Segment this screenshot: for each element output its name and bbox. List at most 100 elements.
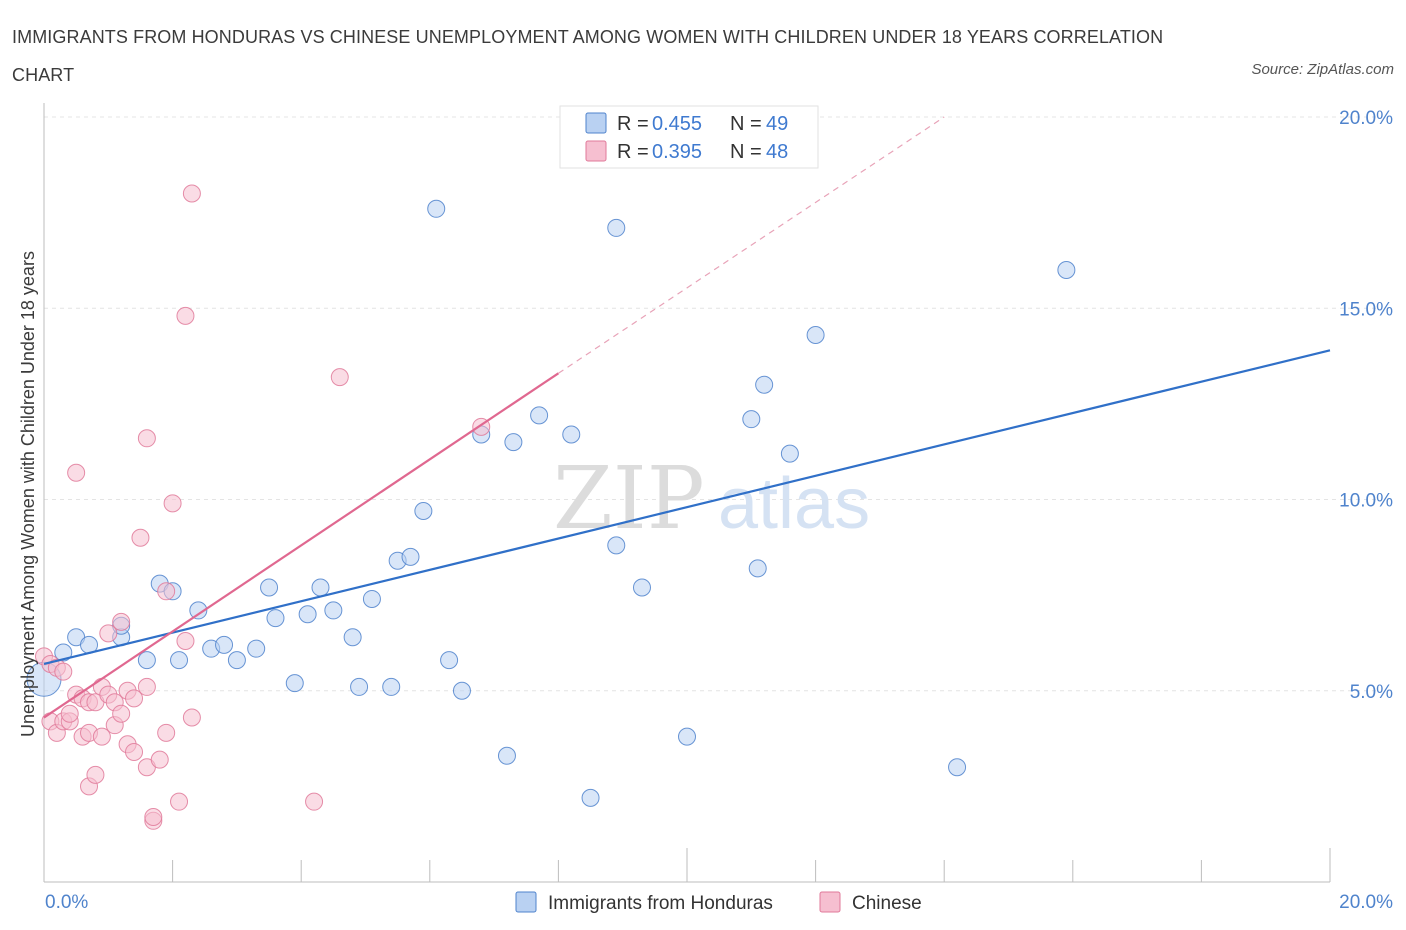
honduras-point-43 [755,375,774,394]
chinese-point-28 [125,742,144,761]
stats-blue-swatch [585,112,607,134]
honduras-point-17 [285,674,304,693]
chart-title: IMMIGRANTS FROM HONDURAS VS CHINESE UNEM… [12,27,1164,85]
axes [43,103,1331,883]
legend-blue-label: Immigrants from Honduras [548,893,773,914]
stats-blue-n-value: 49 [766,113,788,135]
watermark-zip: ZIP [553,449,705,549]
honduras-point-1 [54,643,73,662]
chinese-point-39 [163,494,182,513]
honduras-point-35 [562,425,581,444]
stats-box: R = 0.455 N = 49 R = 0.395 N = 48 [559,105,819,169]
chinese-point-31 [137,429,156,448]
legend-pink-label: Chinese [852,893,922,914]
honduras-point-47 [1057,261,1076,279]
chinese-point-42 [176,306,195,325]
legend: Immigrants from Honduras Chinese [515,891,922,914]
stats-pink-r-label: R = [617,141,649,163]
data-points [26,184,1076,830]
honduras-point-18 [298,605,317,624]
chinese-point-36 [150,750,169,769]
honduras-point-21 [343,628,362,647]
honduras-point-38 [607,218,626,237]
honduras-point-44 [780,444,799,463]
chinese-point-46 [330,368,349,387]
honduras-point-13 [227,651,246,670]
honduras-point-37 [607,536,626,555]
stats-blue-r-label: R = [617,113,649,135]
chinese-point-19 [92,727,111,746]
stats-blue-n-label: N = [730,113,762,135]
honduras-point-42 [748,559,767,578]
chinese-point-24 [112,704,131,723]
chinese-point-45 [305,792,324,811]
honduras-point-28 [427,199,446,218]
y-tick-label-3: 20.0% [1339,108,1393,129]
honduras-point-20 [324,601,343,620]
chinese-trendline-extension [558,116,945,374]
honduras-point-46 [948,758,967,777]
chinese-point-43 [182,708,201,727]
stats-pink-swatch [585,140,607,162]
legend-blue-swatch [515,891,537,913]
watermark: ZIP atlas [553,449,870,549]
stats-pink-n-value: 48 [766,141,788,163]
trendlines [43,116,1331,719]
honduras-point-14 [247,639,266,658]
honduras-point-30 [452,681,471,700]
honduras-point-40 [678,727,696,746]
y-axis-label: Unemployment Among Women with Children U… [18,251,38,737]
chinese-point-8 [60,704,79,723]
honduras-point-6 [137,651,156,670]
legend-pink-swatch [819,891,841,913]
honduras-point-33 [504,433,523,452]
chinese-point-16 [86,765,105,784]
honduras-point-15 [260,578,279,597]
chinese-point-30 [131,528,150,547]
honduras-point-22 [350,677,369,696]
honduras-point-12 [215,635,234,654]
honduras-point-45 [806,326,825,345]
y-tick-label-2: 15.0% [1339,299,1393,320]
honduras-point-34 [530,406,549,425]
y-tick-label-1: 10.0% [1339,491,1393,512]
honduras-trendline [43,349,1331,666]
chinese-point-32 [137,677,156,696]
chinese-point-21 [99,624,118,643]
honduras-point-19 [311,578,330,597]
stats-pink-n-label: N = [730,141,762,163]
chinese-point-38 [157,723,176,742]
chinese-point-25 [112,612,131,631]
chinese-point-35 [144,807,163,826]
tick-labels: 5.0% 10.0% 15.0% 20.0% 0.0% 20.0% [45,108,1393,913]
honduras-point-16 [266,609,285,628]
honduras-point-39 [632,578,651,597]
chinese-trendline [43,372,560,719]
y-tick-label-0: 5.0% [1350,682,1393,703]
chinese-point-29 [125,689,144,708]
chinese-point-37 [157,582,176,601]
honduras-point-9 [170,651,189,670]
honduras-point-10 [189,601,208,620]
honduras-point-41 [742,410,761,429]
chinese-point-40 [170,792,189,811]
chinese-point-9 [67,463,86,482]
honduras-point-36 [581,788,600,807]
x-tick-label-1: 20.0% [1339,892,1393,913]
chart-source: Source: ZipAtlas.com [1251,61,1394,78]
chinese-point-44 [182,184,201,203]
honduras-point-24 [382,677,401,696]
chinese-point-6 [54,662,73,681]
grid-lines [44,116,1376,692]
honduras-point-29 [440,651,459,670]
honduras-point-23 [362,589,381,608]
x-tick-label-0: 0.0% [45,892,88,913]
chinese-point-41 [176,632,195,651]
watermark-atlas: atlas [718,464,870,544]
honduras-point-32 [497,746,516,765]
stats-pink-r-value: 0.395 [652,141,702,163]
honduras-point-27 [414,501,433,520]
honduras-point-26 [401,547,420,566]
stats-blue-r-value: 0.455 [652,113,702,135]
